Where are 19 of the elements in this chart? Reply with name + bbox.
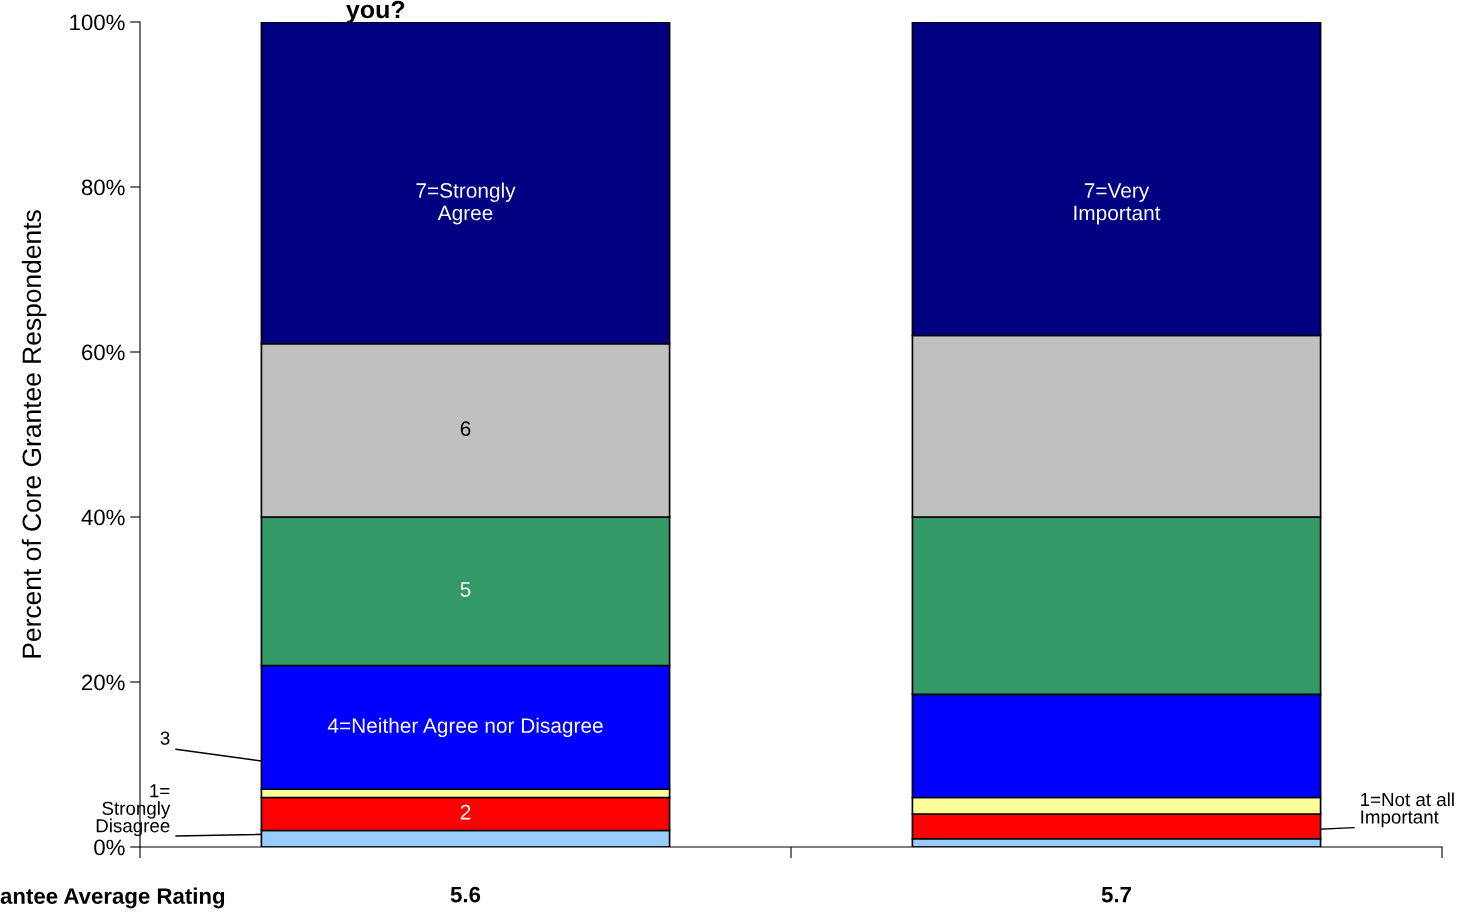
- y-tick-label: 20%: [82, 674, 125, 691]
- annotation: 7=Strongly Agree: [416, 182, 516, 225]
- y-tick-label: 100%: [70, 14, 125, 31]
- annotation: 7=Very Important: [1074, 183, 1161, 225]
- y-tick-label: 60%: [82, 344, 125, 361]
- y-tick-label: 80%: [81, 179, 125, 196]
- y-tick-label: 40%: [81, 509, 125, 526]
- annotation: 5: [460, 582, 471, 597]
- annotation: 3: [160, 731, 170, 745]
- annotation: 1=Not at all Important: [1361, 792, 1454, 828]
- x-tick-label: 5.7: [1101, 886, 1131, 903]
- text: antee Average Rating: [0, 887, 225, 909]
- annotation: 4=Neither Agree nor Disagree: [327, 717, 603, 738]
- y-axis-title: Percent of Core Grantee Respondents: [21, 210, 47, 658]
- annotation: 6: [460, 421, 471, 436]
- annotation: 2: [460, 804, 471, 820]
- x-tick-label: 5.6: [450, 886, 481, 903]
- chart-title: you?: [346, 0, 405, 24]
- y-tick-label: 0%: [94, 839, 125, 856]
